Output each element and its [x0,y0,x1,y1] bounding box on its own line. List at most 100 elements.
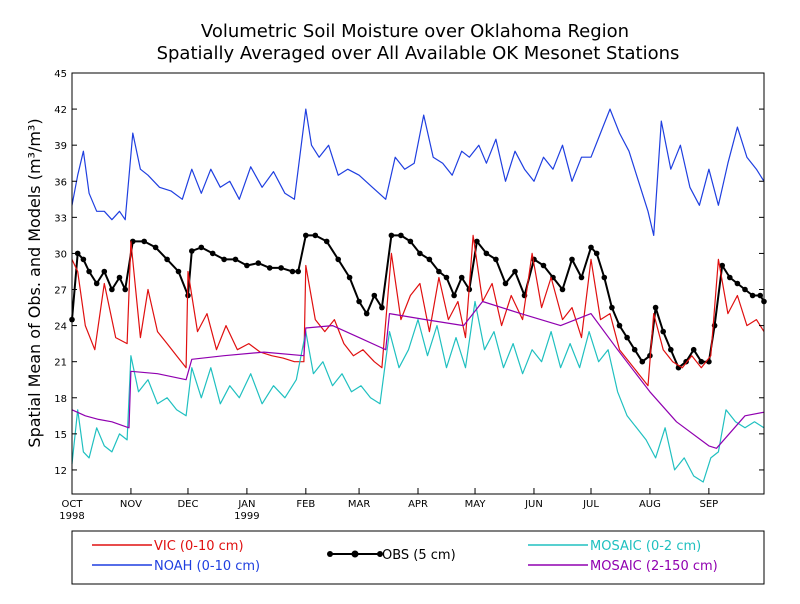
series-line-vic-0-10-cm [71,234,765,387]
chart-title-line-1: Volumetric Soil Moisture over Oklahoma R… [201,21,629,42]
y-axis-ticks: 12 15 18 21 24 27 30 33 36 39 42 45 [54,69,764,477]
legend-label-obs-5-cm: OBS (5 cm) [382,548,456,563]
series-point-obs-5-cm [356,298,362,305]
series-point-obs-5-cm [458,274,465,281]
legend-label-noah-0-10-cm: NOAH (0-10 cm) [154,559,260,574]
series-point-obs-5-cm [363,310,370,317]
series-point-obs-5-cm [493,256,499,263]
legend-label-mosaic-0-2-cm: MOSAIC (0-2 cm) [590,539,701,554]
series-point-obs-5-cm [727,274,733,281]
legend-box [71,530,765,585]
series-point-obs-5-cm [141,238,147,245]
series-point-obs-5-cm [719,262,725,269]
y-tick-label: 45 [54,69,67,80]
series-point-obs-5-cm [593,250,600,257]
x-tick-label: MAR [348,499,370,510]
x-tick-label: APR [408,499,428,510]
series-point-obs-5-cm [101,268,108,275]
series-line-mosaic-0-2-cm [71,300,765,483]
series-point-obs-5-cm [660,328,666,335]
series-point-obs-5-cm [417,250,423,257]
series-point-obs-5-cm [512,268,518,275]
series-point-obs-5-cm [312,232,319,239]
series-point-obs-5-cm [335,256,342,263]
series-line-mosaic-2-150-cm [71,300,765,449]
y-tick-label: 33 [54,213,67,224]
series-point-obs-5-cm [255,260,262,266]
series-point-obs-5-cm [379,304,385,311]
legend-label-mosaic-2-150-cm: MOSAIC (2-150 cm) [590,559,718,574]
series-point-obs-5-cm [749,292,756,299]
y-tick-label: 42 [54,105,67,116]
x-tick-label: AUG [639,499,661,510]
x-tick-label: NOV [120,499,142,510]
x-tick-label: OCT [62,499,84,510]
y-axis-label: Spatial Mean of Obs. and Models (m³/m³) [25,118,44,447]
series-point-obs-5-cm [436,268,442,275]
x-tick-label: JUN [524,499,543,510]
series-point-obs-5-cm [152,244,159,251]
series-point-obs-5-cm [742,286,748,293]
series-line-obs-5-cm [71,234,765,369]
legend-marker-obs-5-cm [327,551,333,557]
series-point-obs-5-cm [93,280,100,287]
series-point-obs-5-cm [175,268,182,275]
series-point-obs-5-cm [690,346,697,353]
series-point-obs-5-cm [74,250,81,257]
series-point-obs-5-cm [398,232,404,239]
series-point-obs-5-cm [122,286,128,293]
series-point-obs-5-cm [540,262,547,269]
series-point-obs-5-cm [209,250,216,257]
series-point-obs-5-cm [189,248,195,254]
y-tick-label: 21 [54,358,67,369]
series-point-obs-5-cm [578,274,585,281]
series-point-obs-5-cm [244,262,250,269]
series-point-obs-5-cm [451,292,457,299]
series-point-obs-5-cm [303,232,309,239]
series-point-obs-5-cm [698,358,705,365]
series-point-obs-5-cm [631,346,638,353]
y-tick-label: 15 [54,430,67,441]
series-point-obs-5-cm [474,238,480,245]
legend-marker-obs-5-cm [377,551,383,557]
series-point-obs-5-cm [86,268,92,275]
series-point-obs-5-cm [443,274,450,281]
series-point-obs-5-cm [198,244,205,251]
series-point-obs-5-cm [116,274,123,281]
series-point-obs-5-cm [80,256,87,263]
x-tick-year-label: 1999 [234,511,259,522]
series-point-obs-5-cm [371,292,378,299]
series-point-obs-5-cm [295,268,302,275]
legend-label-vic-0-10-cm: VIC (0-10 cm) [154,539,244,554]
series-point-obs-5-cm [757,292,763,299]
x-tick-label: JUL [582,499,599,510]
legend: VIC (0-10 cm) NOAH (0-10 cm) OBS (5 cm) MOS… [92,539,718,574]
series-point-obs-5-cm [502,280,509,287]
series-point-obs-5-cm [616,322,623,329]
series-point-obs-5-cm [624,334,630,341]
y-tick-label: 39 [54,141,67,152]
series-point-obs-5-cm [278,265,284,271]
series-point-obs-5-cm [346,274,353,281]
series-line-noah-0-10-cm [71,108,765,236]
x-tick-label: DEC [177,499,198,510]
y-tick-label: 18 [54,394,67,405]
series-point-obs-5-cm [323,238,330,245]
series-point-obs-5-cm [221,256,227,263]
y-tick-label: 27 [54,286,67,297]
series-point-obs-5-cm [639,358,646,365]
series-point-obs-5-cm [289,268,296,275]
x-tick-label: MAY [465,499,487,510]
series-point-obs-5-cm [652,304,659,311]
series-point-obs-5-cm [232,256,239,263]
chart-title-line-2: Spatially Averaged over All Available OK… [157,43,680,64]
series-point-obs-5-cm [734,280,741,287]
series-point-obs-5-cm [609,304,615,311]
series-point-obs-5-cm [407,238,414,245]
series-layer [69,108,767,483]
series-point-obs-5-cm [588,244,594,251]
x-tick-label: SEP [700,499,719,510]
